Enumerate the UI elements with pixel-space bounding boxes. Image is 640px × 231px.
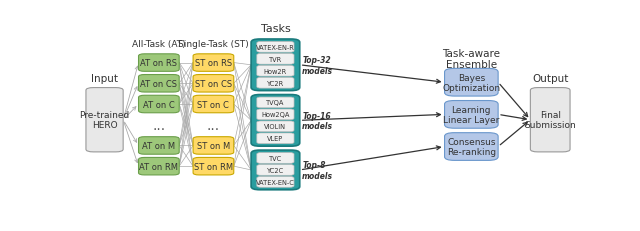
Text: ST on C: ST on C: [198, 100, 229, 109]
FancyBboxPatch shape: [193, 96, 234, 113]
FancyBboxPatch shape: [138, 75, 179, 93]
Text: ...: ...: [152, 118, 165, 132]
Text: Top-8
models: Top-8 models: [302, 161, 333, 180]
Text: Input: Input: [91, 73, 118, 83]
FancyBboxPatch shape: [138, 137, 179, 155]
Text: VATEX-EN-R: VATEX-EN-R: [256, 45, 295, 51]
Text: Pre-trained
HERO: Pre-trained HERO: [79, 111, 130, 130]
FancyBboxPatch shape: [138, 158, 179, 175]
Text: VIOLIN: VIOLIN: [264, 124, 287, 130]
FancyBboxPatch shape: [86, 88, 123, 152]
FancyBboxPatch shape: [251, 150, 300, 190]
FancyBboxPatch shape: [531, 88, 570, 152]
FancyBboxPatch shape: [257, 66, 294, 77]
Text: YC2R: YC2R: [267, 80, 284, 86]
Text: AT on RM: AT on RM: [140, 162, 179, 171]
FancyBboxPatch shape: [257, 98, 294, 108]
FancyBboxPatch shape: [193, 137, 234, 155]
Text: YC2C: YC2C: [267, 167, 284, 173]
Text: ST on RS: ST on RS: [195, 59, 232, 68]
FancyBboxPatch shape: [138, 96, 179, 113]
FancyBboxPatch shape: [193, 75, 234, 93]
FancyBboxPatch shape: [257, 109, 294, 120]
Text: Consensus
Re-ranking: Consensus Re-ranking: [447, 137, 496, 157]
FancyBboxPatch shape: [257, 177, 294, 187]
FancyBboxPatch shape: [257, 78, 294, 89]
Text: Tasks: Tasks: [260, 24, 291, 34]
Text: How2QA: How2QA: [261, 112, 290, 118]
Text: ST on CS: ST on CS: [195, 79, 232, 88]
Text: How2R: How2R: [264, 68, 287, 74]
Text: AT on M: AT on M: [142, 141, 175, 150]
Text: Bayes
Optimization: Bayes Optimization: [442, 73, 500, 93]
Text: VATEX-EN-C: VATEX-EN-C: [256, 179, 295, 185]
FancyBboxPatch shape: [257, 122, 294, 132]
FancyBboxPatch shape: [193, 158, 234, 175]
Text: Final
Submission: Final Submission: [524, 111, 576, 130]
Text: AT on CS: AT on CS: [140, 79, 177, 88]
Text: Top-16
models: Top-16 models: [302, 111, 333, 131]
FancyBboxPatch shape: [251, 40, 300, 91]
Text: Top-32
models: Top-32 models: [302, 56, 333, 75]
Text: Output: Output: [532, 73, 568, 83]
FancyBboxPatch shape: [257, 153, 294, 164]
FancyBboxPatch shape: [193, 55, 234, 72]
Text: Task-aware
Ensemble: Task-aware Ensemble: [442, 49, 500, 70]
Text: TVQA: TVQA: [266, 100, 285, 106]
FancyBboxPatch shape: [257, 165, 294, 176]
Text: All-Task (AT): All-Task (AT): [132, 40, 186, 49]
Text: ST on M: ST on M: [196, 141, 230, 150]
FancyBboxPatch shape: [445, 133, 498, 161]
Text: Learning
Linear Layer: Learning Linear Layer: [443, 105, 500, 125]
FancyBboxPatch shape: [138, 55, 179, 72]
FancyBboxPatch shape: [445, 101, 498, 129]
FancyBboxPatch shape: [251, 95, 300, 146]
Text: TVC: TVC: [269, 155, 282, 161]
FancyBboxPatch shape: [445, 69, 498, 97]
Text: ...: ...: [207, 118, 220, 132]
FancyBboxPatch shape: [257, 133, 294, 144]
Text: ST on RM: ST on RM: [194, 162, 233, 171]
Text: AT on RS: AT on RS: [140, 59, 177, 68]
Text: TVR: TVR: [269, 57, 282, 63]
FancyBboxPatch shape: [257, 42, 294, 53]
FancyBboxPatch shape: [257, 54, 294, 65]
Text: VLEP: VLEP: [268, 136, 284, 142]
Text: AT on C: AT on C: [143, 100, 175, 109]
Text: Single-Task (ST): Single-Task (ST): [178, 40, 249, 49]
